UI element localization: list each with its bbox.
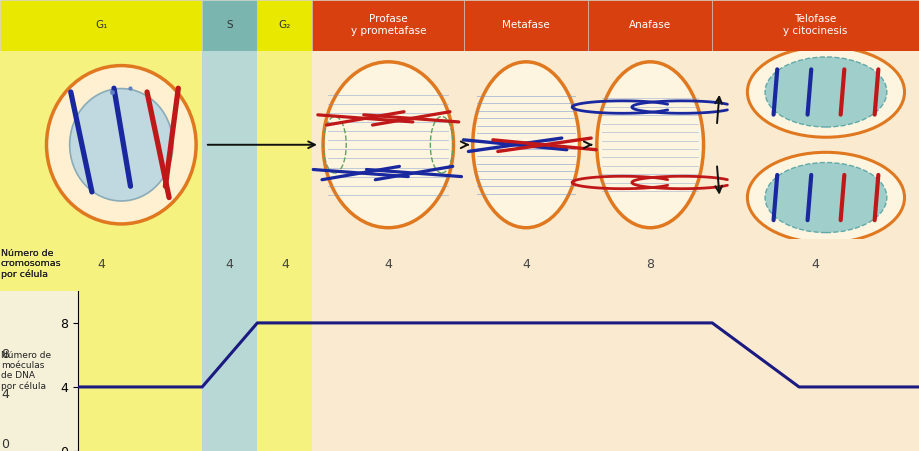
Text: G₁: G₁ <box>95 20 108 30</box>
Bar <box>312 239 464 291</box>
Bar <box>0 0 202 51</box>
Bar <box>312 291 464 451</box>
Bar <box>312 0 464 51</box>
Bar <box>464 51 588 239</box>
Bar <box>712 291 919 451</box>
Text: G₂: G₂ <box>278 20 291 30</box>
Ellipse shape <box>70 88 173 201</box>
Text: 8: 8 <box>646 258 654 272</box>
Ellipse shape <box>747 152 904 243</box>
Text: Metafase: Metafase <box>503 20 550 30</box>
Bar <box>464 291 588 451</box>
Ellipse shape <box>47 65 196 224</box>
Bar <box>712 0 919 51</box>
Text: 0: 0 <box>1 438 9 451</box>
Text: 4: 4 <box>226 258 233 272</box>
Bar <box>202 291 257 451</box>
Text: Número de
cromosomas
por célula: Número de cromosomas por célula <box>1 249 62 279</box>
Text: Número de
cromosomas
por célula: Número de cromosomas por célula <box>1 249 62 279</box>
Ellipse shape <box>765 162 887 233</box>
Bar <box>202 51 257 239</box>
Ellipse shape <box>747 47 904 137</box>
Ellipse shape <box>765 57 887 127</box>
Text: 4: 4 <box>384 258 392 272</box>
Bar <box>78 291 202 451</box>
Ellipse shape <box>323 62 453 228</box>
Text: Telofase
y citocinesis: Telofase y citocinesis <box>783 14 848 36</box>
Bar <box>257 239 312 291</box>
Bar <box>464 0 588 51</box>
Bar <box>464 239 588 291</box>
Bar <box>312 51 464 239</box>
Bar <box>202 0 257 51</box>
Text: Número de
moéculas
de DNA
por célula: Número de moéculas de DNA por célula <box>1 350 51 391</box>
Text: 4: 4 <box>97 258 105 272</box>
Bar <box>257 291 312 451</box>
Bar <box>257 51 312 239</box>
Bar <box>0 239 202 291</box>
Ellipse shape <box>472 62 580 228</box>
Bar <box>588 291 712 451</box>
Text: 4: 4 <box>811 258 820 272</box>
Bar <box>0 51 202 239</box>
Bar <box>712 239 919 291</box>
Bar <box>712 51 919 239</box>
Text: 8: 8 <box>1 349 9 361</box>
Text: S: S <box>226 20 233 30</box>
Bar <box>588 0 712 51</box>
Text: 4: 4 <box>1 388 9 401</box>
Text: 4: 4 <box>281 258 289 272</box>
Bar <box>588 239 712 291</box>
Bar <box>588 51 712 239</box>
Text: Profase
y prometafase: Profase y prometafase <box>350 14 426 36</box>
Text: Anafase: Anafase <box>630 20 671 30</box>
Bar <box>257 0 312 51</box>
Ellipse shape <box>596 62 704 228</box>
Text: 4: 4 <box>522 258 530 272</box>
Bar <box>202 239 257 291</box>
